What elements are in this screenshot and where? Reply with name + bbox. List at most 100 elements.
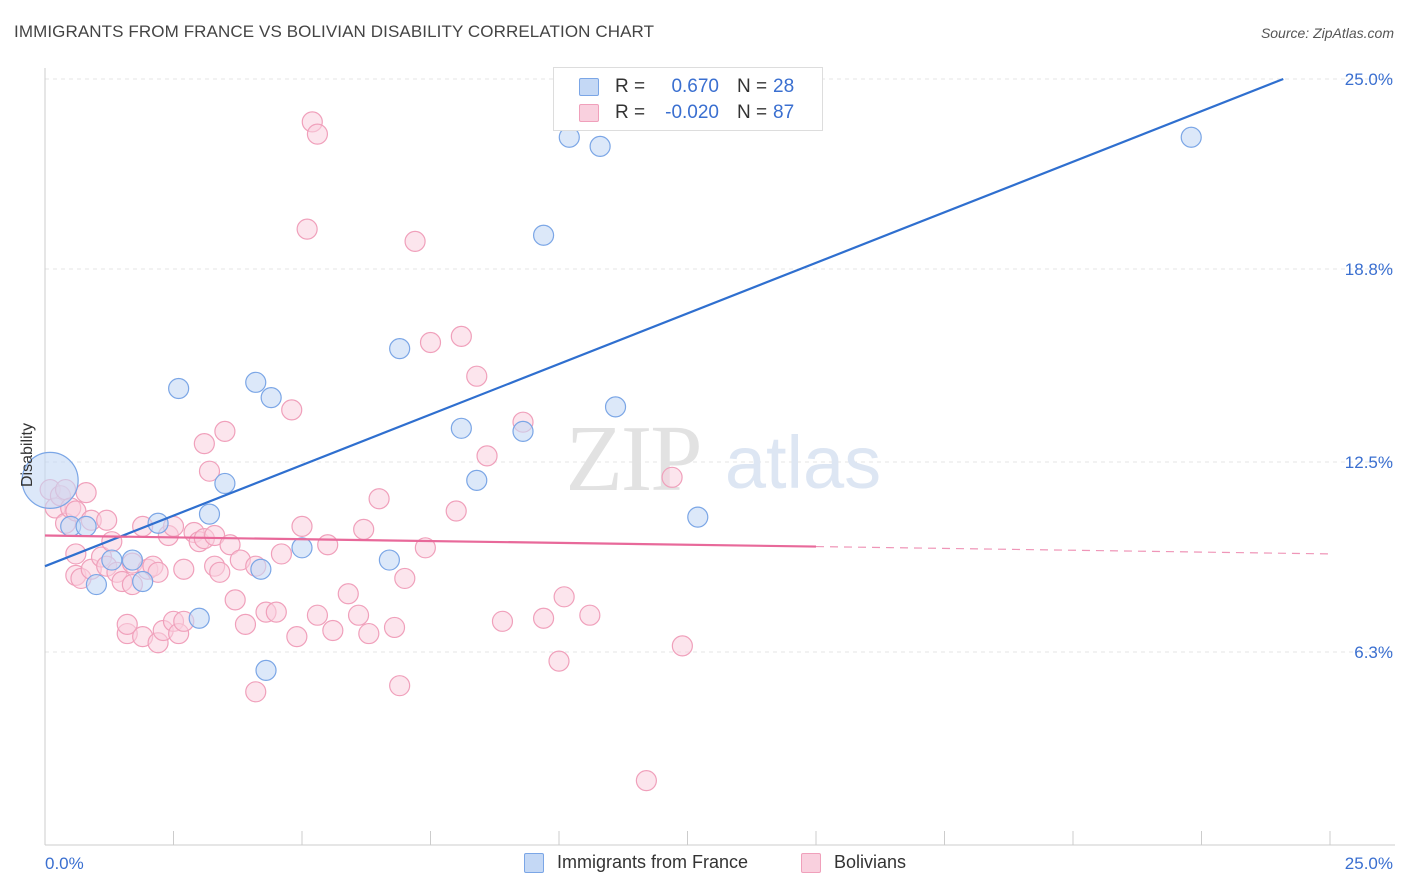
point-bolivians: [306, 123, 329, 145]
point-bolivians: [96, 509, 118, 531]
point-france: [604, 396, 627, 418]
point-bolivians: [389, 675, 411, 697]
point-bolivians: [219, 534, 241, 556]
legend-r-value: -0.020: [665, 102, 719, 123]
y-tick-label: 25.0%: [1345, 70, 1393, 89]
point-bolivians: [286, 626, 308, 648]
point-bolivians: [296, 218, 318, 240]
point-bolivians: [491, 610, 514, 632]
point-bolivians: [281, 399, 303, 421]
point-bolivians: [198, 460, 221, 482]
point-bolivians: [404, 230, 426, 252]
point-bolivians: [368, 488, 390, 510]
trend-line-bolivians-extension: [815, 545, 1331, 555]
point-france: [250, 558, 272, 580]
point-france: [260, 387, 282, 409]
trend-lines: [44, 77, 1331, 568]
point-bolivians: [353, 518, 375, 541]
axes: [44, 68, 1395, 846]
legend-r-value: 0.670: [671, 76, 719, 97]
legend-r-label: R =: [615, 102, 646, 123]
point-bolivians: [224, 589, 246, 611]
point-bolivians: [116, 613, 138, 635]
point-bolivians: [306, 604, 329, 626]
point-france: [85, 573, 108, 596]
point-bolivians: [245, 681, 267, 703]
point-france: [214, 472, 236, 495]
legend-n-label: N =: [737, 76, 768, 97]
y-tick-label: 12.5%: [1345, 453, 1393, 472]
point-france: [245, 371, 267, 393]
point-france: [188, 607, 210, 629]
point-bolivians: [214, 420, 236, 442]
point-bolivians: [671, 635, 693, 657]
series-france: [21, 126, 1202, 681]
point-bolivians: [204, 524, 226, 547]
point-bolivians: [173, 558, 195, 580]
point-france: [198, 503, 221, 525]
legend-swatch-bolivians: [579, 104, 599, 122]
point-bolivians: [383, 616, 406, 639]
x-tick-label: 25.0%: [1345, 854, 1393, 873]
point-bolivians: [450, 325, 472, 347]
point-france: [75, 515, 97, 537]
watermark: ZIP atlas: [566, 407, 882, 511]
point-bolivians: [476, 445, 498, 467]
point-bolivians: [635, 770, 657, 792]
bottom-legend-swatch-bolivians: [801, 853, 821, 873]
point-france: [532, 224, 555, 246]
point-bolivians: [553, 586, 575, 608]
point-france: [589, 135, 611, 158]
point-france: [512, 420, 534, 442]
point-france: [291, 537, 313, 559]
chart-title: IMMIGRANTS FROM FRANCE VS BOLIVIAN DISAB…: [14, 22, 655, 41]
point-france: [450, 417, 472, 439]
correlation-legend: R = 0.670 N = 28 R = -0.020 N = 87: [553, 67, 823, 131]
y-tick-label: 6.3%: [1354, 643, 1393, 662]
bottom-legend-swatch-france: [524, 853, 544, 873]
x-tick-label: 0.0%: [45, 854, 84, 873]
point-france: [147, 512, 169, 534]
legend-n-label: N =: [737, 102, 768, 123]
bottom-legend-label-france: Immigrants from France: [557, 852, 749, 872]
trend-line-bolivians: [44, 534, 817, 548]
trend-line-france: [44, 77, 1284, 568]
point-bolivians: [147, 561, 169, 583]
point-france: [168, 377, 190, 400]
point-bolivians: [419, 331, 442, 354]
point-bolivians: [414, 537, 436, 559]
point-bolivians: [548, 650, 570, 672]
point-bolivians: [75, 482, 97, 504]
point-france: [687, 506, 709, 528]
point-bolivians: [337, 583, 359, 605]
point-bolivians: [347, 604, 370, 626]
watermark-atlas: atlas: [725, 421, 881, 504]
point-france: [466, 469, 488, 491]
y-axis-label: Disability: [19, 422, 36, 488]
point-france: [255, 659, 277, 681]
point-bolivians: [322, 619, 344, 642]
legend-n-value: 87: [773, 102, 795, 123]
point-bolivians: [265, 601, 287, 623]
point-bolivians: [466, 365, 488, 387]
point-bolivians: [358, 622, 380, 645]
point-france: [132, 570, 154, 593]
watermark-zip: ZIP: [566, 407, 701, 511]
point-france: [378, 549, 400, 571]
point-bolivians: [661, 466, 683, 488]
legend-r-label: R =: [615, 76, 646, 97]
legend-swatch-france: [579, 78, 599, 96]
y-tick-label: 18.8%: [1345, 260, 1393, 279]
point-bolivians: [291, 515, 313, 537]
point-bolivians: [579, 604, 601, 626]
point-bolivians: [209, 561, 231, 583]
bottom-legend-label-bolivians: Bolivians: [834, 852, 907, 872]
point-bolivians: [317, 534, 339, 556]
point-france: [389, 338, 411, 360]
tick-labels: 6.3% 12.5% 18.8% 25.0% 0.0% 25.0%: [45, 70, 1393, 873]
point-france: [21, 451, 79, 509]
point-bolivians: [532, 607, 555, 629]
point-france: [1180, 126, 1202, 148]
point-bolivians: [234, 613, 257, 635]
